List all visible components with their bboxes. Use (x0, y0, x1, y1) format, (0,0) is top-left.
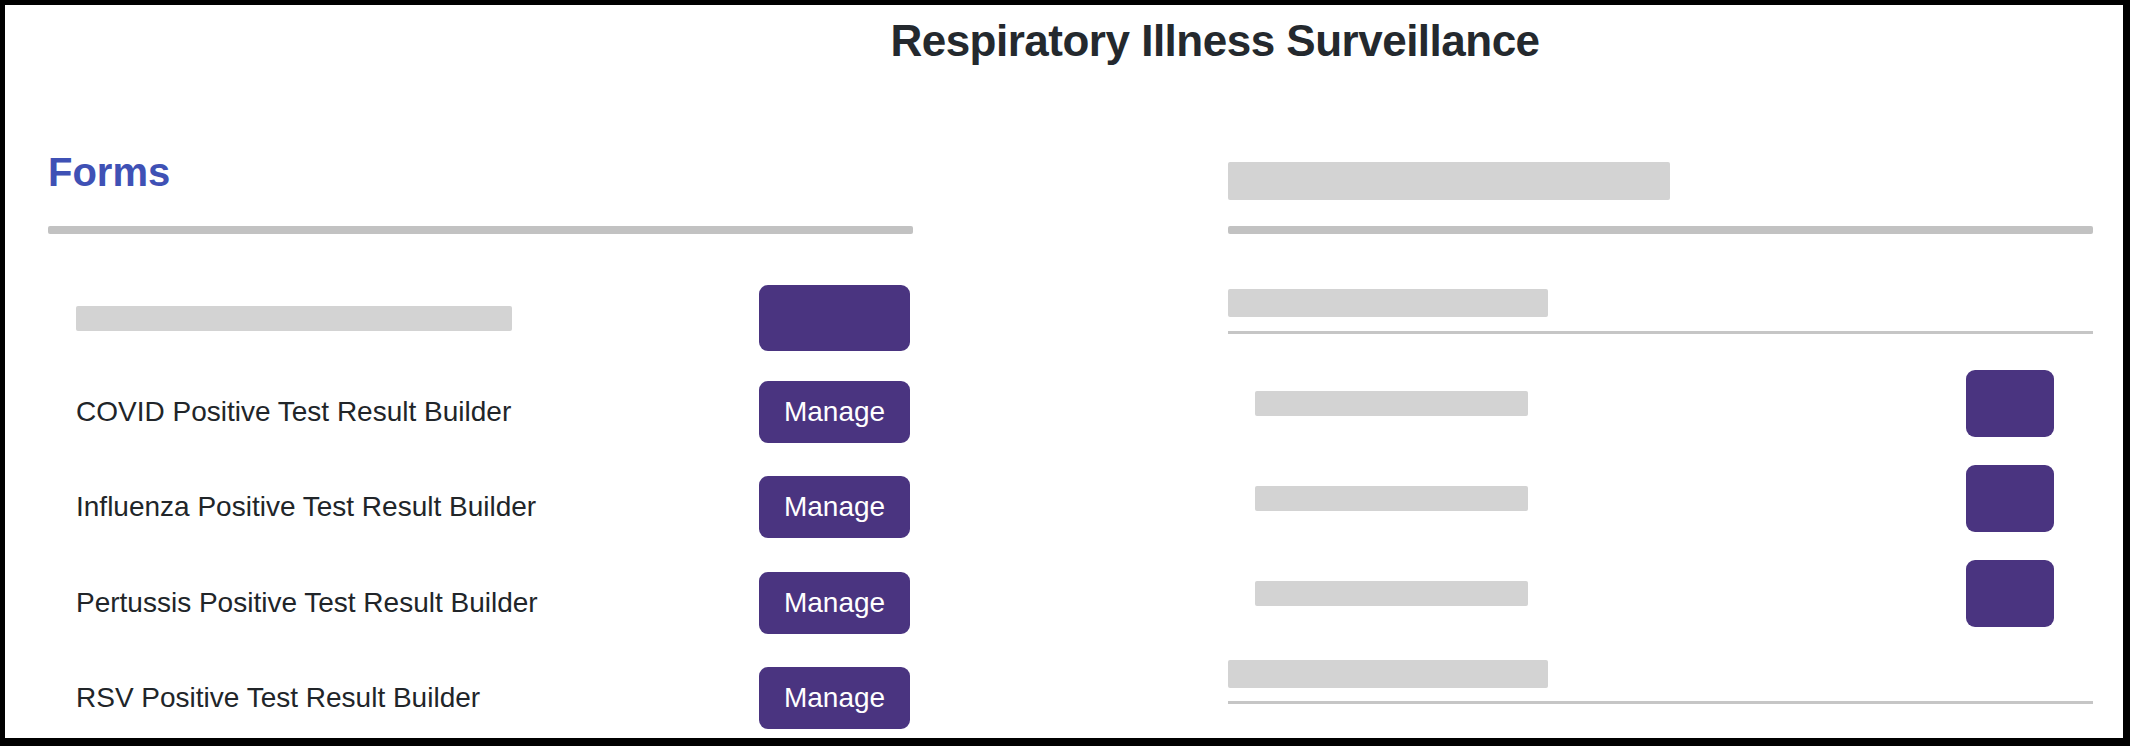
manage-button-loading[interactable] (759, 285, 910, 351)
skeleton-row-label-bar (1255, 391, 1528, 416)
skeleton-row-label-bar (1255, 486, 1528, 511)
forms-heading: Forms (48, 150, 170, 195)
form-row-rsv: RSV Positive Test Result Builder Manage (48, 667, 913, 729)
skeleton-subheading (1228, 289, 1548, 317)
manage-button-pertussis[interactable]: Manage (759, 572, 910, 634)
loading-row (1228, 370, 2093, 437)
skeleton-row-label-bar (1255, 581, 1528, 606)
skeleton-form-label-bar (76, 306, 512, 331)
form-row-pertussis: Pertussis Positive Test Result Builder M… (48, 572, 913, 634)
loading-row (1228, 560, 2093, 627)
manage-button-influenza[interactable]: Manage (759, 476, 910, 538)
skeleton-footer-bar (1228, 660, 1548, 688)
forms-divider (48, 226, 913, 234)
form-label: Pertussis Positive Test Result Builder (76, 587, 538, 619)
form-row-covid: COVID Positive Test Result Builder Manag… (48, 381, 913, 443)
table-top-rule (1228, 331, 2093, 334)
form-label: Influenza Positive Test Result Builder (76, 491, 536, 523)
form-label: RSV Positive Test Result Builder (76, 682, 480, 714)
action-button-loading-2[interactable] (1966, 465, 2054, 532)
form-label: COVID Positive Test Result Builder (76, 396, 511, 428)
loading-row (1228, 465, 2093, 532)
respiratory-illness-surveillance-page: Respiratory Illness Surveillance Forms C… (0, 0, 2130, 746)
action-button-loading-3[interactable] (1966, 560, 2054, 627)
form-row-influenza: Influenza Positive Test Result Builder M… (48, 476, 913, 538)
action-button-loading-1[interactable] (1966, 370, 2054, 437)
table-bottom-rule (1228, 701, 2093, 704)
form-row-loading (48, 285, 913, 351)
forms-panel: Forms COVID Positive Test Result Builder… (48, 0, 913, 746)
section-divider (1228, 226, 2093, 234)
skeleton-section-heading (1228, 162, 1670, 200)
manage-button-rsv[interactable]: Manage (759, 667, 910, 729)
loading-panel (1228, 0, 2093, 746)
manage-button-covid[interactable]: Manage (759, 381, 910, 443)
